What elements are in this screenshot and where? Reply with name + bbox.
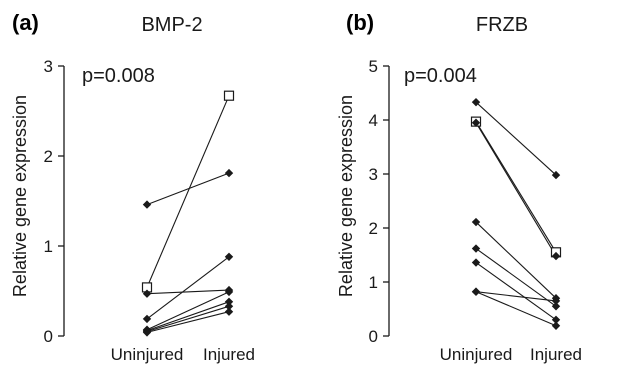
panel-a-y-tick-label: 3 <box>44 57 53 76</box>
panel-b-point-diamond <box>471 258 481 267</box>
panel-b-point-diamond <box>471 287 481 296</box>
panel-a-point-diamond <box>224 168 234 178</box>
panel-b-point-diamond <box>551 302 561 311</box>
panel-b-point-diamond <box>471 244 481 253</box>
panel-b-y-tick-label: 0 <box>369 327 378 346</box>
panel-a-pair-line <box>146 305 230 333</box>
panel-a-plot: 0 1 2 3 Uninjured Injured <box>44 57 255 364</box>
panel-a-point-square <box>223 90 235 101</box>
panel-b-point-diamond <box>551 251 561 261</box>
panel-a-pair-line <box>146 311 230 333</box>
panel-b-point-diamond <box>551 170 561 180</box>
panel-a-point-diamond <box>224 297 234 306</box>
panel-b-point-diamond <box>551 315 561 324</box>
panel-b-point-diamond <box>551 296 561 306</box>
panel-b-title: FRZB <box>476 14 528 36</box>
panel-a-point-diamond <box>142 200 152 209</box>
panel-b-letter: (b) <box>346 10 374 35</box>
panel-a-pair-line <box>146 256 230 320</box>
panel-b-pair-line <box>475 121 557 253</box>
panel-b-x-category-label: Injured <box>530 345 582 364</box>
panel-a-y-tick-label: 1 <box>44 237 53 256</box>
panel-a-p-value: p=0.008 <box>82 65 155 87</box>
panel-a-point-diamond <box>142 289 152 298</box>
panel-b-y-axis-label: Relative gene expression <box>336 95 356 297</box>
panel-b-point-diamond <box>471 217 481 227</box>
panel-a-pair-line <box>146 291 230 331</box>
panel-b-y-tick-label: 1 <box>369 273 378 292</box>
panel-a-point-diamond <box>224 307 234 316</box>
panel-a-y-tick-label: 2 <box>44 147 53 166</box>
panel-a-pair-line <box>146 301 230 332</box>
panel-b-point-diamond <box>471 118 481 127</box>
panel-b-pair-line <box>475 291 557 327</box>
panel-a-point-diamond <box>142 314 152 324</box>
panel-b-point-diamond <box>551 321 561 330</box>
panel-b-pair-line <box>475 262 557 321</box>
panel-a-point-diamond <box>224 287 234 297</box>
panel-b-x-category-label: Uninjured <box>440 345 513 364</box>
panel-b-point-diamond <box>471 97 481 107</box>
panel-b-p-value: p=0.004 <box>404 65 477 87</box>
panel-b-pair-line <box>475 248 557 307</box>
panel-a-pair-line <box>146 289 230 295</box>
panel-a-pair-line <box>146 172 230 206</box>
panel-b-y-tick-label: 5 <box>369 57 378 76</box>
panel-b-pair-line <box>475 291 557 302</box>
panel-b-pair-line <box>475 122 557 257</box>
panel-b-y-tick-label: 3 <box>369 165 378 184</box>
panel-b-pair-line <box>475 101 557 176</box>
panel-b-pair-line <box>475 221 557 299</box>
panel-a-pair-line <box>146 95 230 288</box>
panel-a-y-axis-label: Relative gene expression <box>10 95 30 297</box>
panel-b-plot: 0 1 2 3 4 5 Uninjured Injured <box>369 57 582 364</box>
panel-a-point-diamond <box>224 302 234 311</box>
panel-a-point-diamond <box>142 328 152 337</box>
panel-a-x-category-label: Uninjured <box>111 345 184 364</box>
panel-a-point-diamond <box>224 252 234 261</box>
panel-a-letter: (a) <box>12 10 39 35</box>
panel-b-y-tick-label: 2 <box>369 219 378 238</box>
panel-a-title: BMP-2 <box>141 14 202 36</box>
panel-b-y-tick-label: 4 <box>369 111 378 130</box>
panel-a-y-tick-label: 0 <box>44 327 53 346</box>
panel-a-x-category-label: Injured <box>203 345 255 364</box>
